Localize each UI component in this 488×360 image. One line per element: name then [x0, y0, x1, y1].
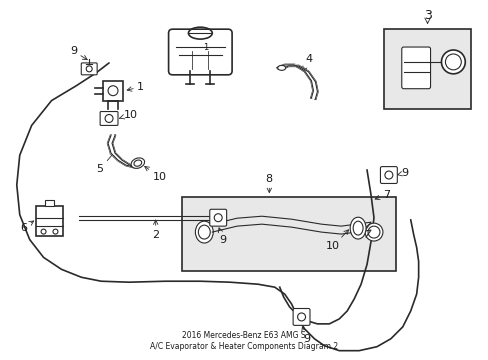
Text: 9: 9 [396, 168, 407, 178]
Polygon shape [108, 135, 115, 143]
Polygon shape [118, 160, 130, 165]
Bar [44, 200, 54, 206]
Ellipse shape [365, 223, 382, 241]
Ellipse shape [211, 215, 219, 221]
Text: 1: 1 [127, 82, 144, 92]
Polygon shape [304, 71, 315, 82]
Text: 10: 10 [120, 109, 138, 120]
Text: 5: 5 [97, 152, 114, 174]
FancyBboxPatch shape [380, 167, 396, 184]
Text: 9: 9 [218, 228, 226, 244]
Polygon shape [311, 91, 317, 99]
Bar [182, 197, 395, 271]
Polygon shape [108, 143, 115, 153]
Polygon shape [277, 65, 288, 69]
FancyBboxPatch shape [401, 47, 429, 89]
Text: 8: 8 [265, 174, 272, 193]
Circle shape [41, 229, 46, 234]
Text: 10: 10 [325, 230, 348, 251]
FancyBboxPatch shape [292, 309, 309, 325]
Text: 2: 2 [152, 220, 159, 239]
Ellipse shape [277, 66, 285, 70]
Text: 3: 3 [423, 9, 430, 22]
FancyBboxPatch shape [100, 112, 118, 125]
Text: 6: 6 [20, 221, 34, 233]
Bar [36, 206, 63, 235]
Bar [383, 29, 470, 109]
Ellipse shape [195, 221, 213, 243]
Text: 4: 4 [302, 54, 312, 71]
Text: 1: 1 [202, 42, 207, 51]
Text: 2016 Mercedes-Benz E63 AMG S
A/C Evaporator & Heater Components Diagram 2: 2016 Mercedes-Benz E63 AMG S A/C Evapora… [150, 331, 337, 351]
Polygon shape [111, 153, 122, 160]
Circle shape [53, 229, 58, 234]
Polygon shape [294, 65, 308, 72]
Text: 9: 9 [301, 327, 309, 344]
Circle shape [441, 50, 464, 74]
FancyBboxPatch shape [81, 63, 97, 75]
Ellipse shape [349, 217, 366, 239]
Polygon shape [311, 81, 317, 92]
Ellipse shape [131, 158, 144, 168]
Text: 7: 7 [374, 190, 389, 200]
Polygon shape [284, 65, 298, 66]
Polygon shape [126, 165, 138, 167]
Bar [103, 81, 122, 100]
Text: 9: 9 [70, 46, 87, 60]
Text: 10: 10 [144, 166, 166, 182]
FancyBboxPatch shape [209, 209, 226, 226]
